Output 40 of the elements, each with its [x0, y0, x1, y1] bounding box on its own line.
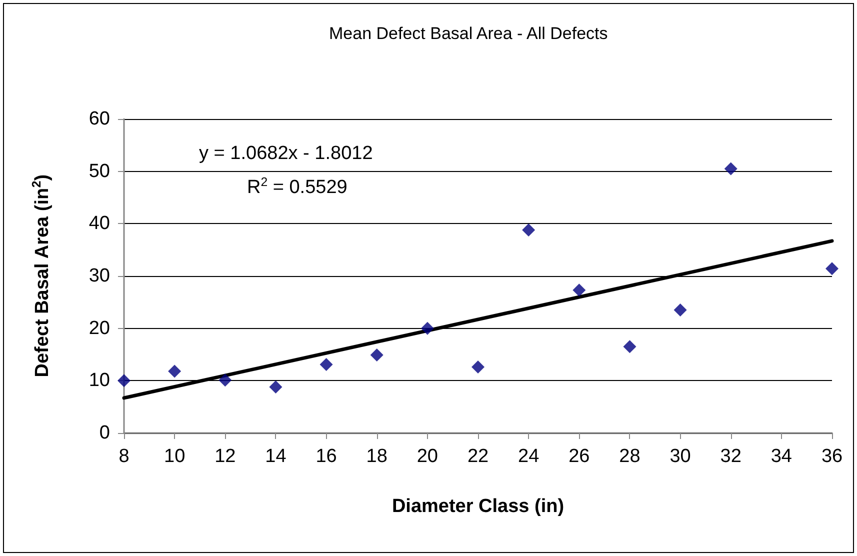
x-tick-label: 18 — [366, 446, 388, 467]
point — [572, 284, 586, 297]
x-tick-label: 28 — [619, 446, 640, 467]
point — [472, 360, 484, 374]
x-tick-label: 12 — [214, 446, 236, 467]
point — [320, 358, 333, 371]
x-tick-label: 8 — [118, 446, 130, 467]
x-tick-label: 24 — [518, 446, 540, 467]
x-tick-label: 30 — [670, 446, 691, 467]
x-tick-label: 32 — [720, 446, 742, 467]
y-tick-label: 50 — [88, 160, 110, 182]
point — [674, 304, 687, 317]
point — [168, 364, 182, 378]
x-tick-label: 22 — [467, 446, 489, 467]
y-tick-label: 30 — [88, 266, 110, 286]
point — [522, 223, 536, 236]
point — [218, 374, 232, 387]
x-tick-label: 10 — [164, 446, 186, 467]
y-axis-title: Defect Basal Area (in2) — [30, 174, 53, 378]
point — [826, 262, 838, 276]
y-tick-label: 0 — [99, 422, 110, 444]
x-tick-label: 36 — [821, 446, 843, 467]
chart-title: Mean Defect Basal Area - All Defects — [329, 24, 608, 43]
annotation: y = 1.0682x - 1.8012 — [199, 143, 373, 164]
point — [118, 374, 130, 388]
x-tick-label: 26 — [568, 446, 590, 467]
y-tick-label: 20 — [88, 318, 110, 339]
x-tick-label: 20 — [416, 446, 438, 467]
x-tick-label: 16 — [316, 446, 337, 467]
x-tick-label: 34 — [770, 446, 792, 467]
point — [623, 340, 636, 354]
x-axis-title: Diameter Class (in) — [392, 496, 564, 517]
x-tick-label: 14 — [265, 446, 287, 467]
y-tick-label: 60 — [88, 108, 110, 130]
point — [370, 348, 384, 362]
point — [420, 322, 434, 335]
y-tick-label: 40 — [88, 213, 110, 234]
point — [724, 162, 738, 176]
y-tick-label: 10 — [88, 370, 110, 392]
point — [269, 380, 282, 394]
